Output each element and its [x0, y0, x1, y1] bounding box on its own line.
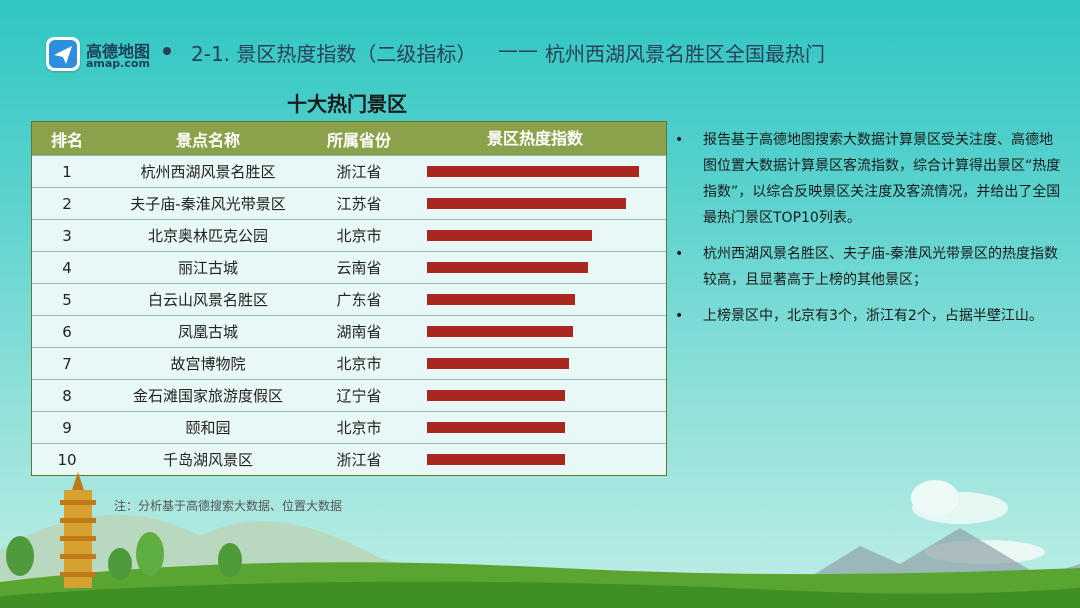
- bullet-dot: •: [675, 246, 684, 262]
- table-row: 6 凤凰古城 湖南省: [32, 315, 666, 347]
- province-cell: 云南省: [336, 259, 382, 277]
- heat-index-bar: [427, 454, 565, 465]
- bullet-point: • 杭州西湖风景名胜区、夫子庙-秦淮风光带景区的热度指数较高，且显著高于上榜的其…: [672, 241, 1062, 293]
- table-body: 1 杭州西湖风景名胜区 浙江省 2 夫子庙-秦淮风光带景区 江苏省 3 北京奥林匹克公园 北京市…: [32, 155, 666, 475]
- table-row: 7 故宫博物院 北京市: [32, 347, 666, 379]
- province-cell: 北京市: [336, 419, 382, 437]
- rank-cell: 10: [57, 450, 77, 469]
- cloud-icon: [911, 480, 1045, 564]
- rank-cell: 9: [62, 418, 72, 437]
- index-cell: [404, 380, 666, 411]
- heat-index-bar: [427, 166, 639, 177]
- name-cell: 白云山风景名胜区: [147, 291, 268, 309]
- rank-cell: 1: [62, 162, 72, 181]
- title-dash: ——: [498, 38, 538, 62]
- index-cell: [404, 156, 666, 187]
- heat-index-bar: [427, 422, 565, 433]
- index-cell: [404, 444, 666, 475]
- heat-index-bar: [427, 198, 626, 209]
- name-cell: 夫子庙-秦淮风光带景区: [130, 195, 286, 213]
- table-row: 10 千岛湖风景区 浙江省: [32, 443, 666, 475]
- amap-logo-icon: [46, 37, 80, 71]
- bullet-dot: •: [675, 308, 684, 324]
- bullet-dot: •: [675, 132, 684, 148]
- bullet-point: • 报告基于高德地图搜索大数据计算景区受关注度、高德地图位置大数据计算景区客流指…: [672, 127, 1062, 231]
- index-cell: [404, 316, 666, 347]
- heat-index-bar: [427, 230, 592, 241]
- name-cell: 凤凰古城: [177, 323, 238, 341]
- column-header-name: 景点名称: [175, 130, 240, 150]
- heat-index-bar: [427, 390, 565, 401]
- tree-icon: [6, 532, 242, 580]
- table-row: 9 颐和园 北京市: [32, 411, 666, 443]
- page-title: 2-1. 景区热度指数（二级指标）: [191, 42, 477, 66]
- index-cell: [404, 252, 666, 283]
- index-cell: [404, 220, 666, 251]
- rank-cell: 5: [62, 290, 72, 309]
- rank-cell: 2: [62, 194, 72, 213]
- province-cell: 广东省: [336, 291, 382, 309]
- bullet-text: 报告基于高德地图搜索大数据计算景区受关注度、高德地图位置大数据计算景区客流指数，…: [703, 132, 1061, 226]
- table-row: 5 白云山风景名胜区 广东省: [32, 283, 666, 315]
- index-cell: [404, 348, 666, 379]
- bullet-text: 上榜景区中，北京有3个，浙江有2个，占据半壁江山。: [703, 308, 1043, 324]
- table-row: 3 北京奥林匹克公园 北京市: [32, 219, 666, 251]
- table-row: 1 杭州西湖风景名胜区 浙江省: [32, 155, 666, 187]
- name-cell: 北京奥林匹克公园: [147, 227, 268, 245]
- province-cell: 北京市: [336, 227, 382, 245]
- heat-index-bar: [427, 294, 575, 305]
- province-cell: 湖南省: [336, 323, 382, 341]
- footnote: 注：分析基于高德搜索大数据、位置大数据: [114, 499, 343, 513]
- column-header-index: 景区热度指数: [486, 129, 583, 148]
- table-row: 4 丽江古城 云南省: [32, 251, 666, 283]
- bullet-point: • 上榜景区中，北京有3个，浙江有2个，占据半壁江山。: [672, 303, 1062, 329]
- heat-index-bar: [427, 262, 588, 273]
- page-subtitle: 杭州西湖风景名胜区全国最热门: [545, 42, 825, 66]
- province-cell: 辽宁省: [336, 387, 382, 405]
- rank-cell: 3: [62, 226, 72, 245]
- index-cell: [404, 284, 666, 315]
- logo-name: 高德地图: [86, 42, 151, 61]
- bullet-text: 杭州西湖风景名胜区、夫子庙-秦淮风光带景区的热度指数较高，且显著高于上榜的其他景…: [703, 246, 1059, 288]
- rank-cell: 6: [62, 322, 72, 341]
- province-cell: 北京市: [336, 355, 382, 373]
- name-cell: 颐和园: [185, 419, 231, 437]
- name-cell: 杭州西湖风景名胜区: [140, 163, 276, 181]
- index-cell: [404, 188, 666, 219]
- rank-cell: 8: [62, 386, 72, 405]
- logo-url: amap.com: [86, 57, 150, 70]
- name-cell: 金石滩国家旅游度假区: [132, 387, 283, 405]
- table-header: 排名 景点名称 所属省份 景区热度指数: [32, 122, 666, 155]
- province-cell: 浙江省: [336, 163, 382, 181]
- province-cell: 江苏省: [336, 195, 382, 213]
- ground-highlight: [0, 581, 1080, 608]
- bullet-list: • 报告基于高德地图搜索大数据计算景区受关注度、高德地图位置大数据计算景区客流指…: [672, 127, 1062, 339]
- index-cell: [404, 412, 666, 443]
- heat-index-bar: [427, 326, 573, 337]
- scenery-background: [0, 472, 1080, 608]
- column-header-rank: 排名: [50, 130, 83, 150]
- pagoda-icon: [60, 472, 96, 588]
- province-cell: 浙江省: [336, 451, 382, 469]
- name-cell: 故宫博物院: [170, 355, 246, 373]
- rank-cell: 7: [62, 354, 72, 373]
- heat-index-bar: [427, 358, 569, 369]
- name-cell: 丽江古城: [177, 259, 238, 277]
- chart-title: 十大热门景区: [287, 92, 407, 116]
- table-row: 8 金石滩国家旅游度假区 辽宁省: [32, 379, 666, 411]
- column-header-province: 所属省份: [326, 130, 391, 150]
- rank-cell: 4: [62, 258, 72, 277]
- table-row: 2 夫子庙-秦淮风光带景区 江苏省: [32, 187, 666, 219]
- ranking-table: 排名 景点名称 所属省份 景区热度指数 1 杭州西湖风景名胜区 浙江省 2 夫子庙-秦淮…: [31, 121, 667, 476]
- header-bullet: [163, 47, 171, 55]
- name-cell: 千岛湖风景区: [162, 451, 253, 469]
